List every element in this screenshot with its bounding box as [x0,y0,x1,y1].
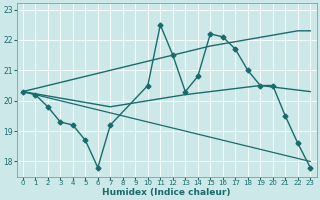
X-axis label: Humidex (Indice chaleur): Humidex (Indice chaleur) [102,188,231,197]
